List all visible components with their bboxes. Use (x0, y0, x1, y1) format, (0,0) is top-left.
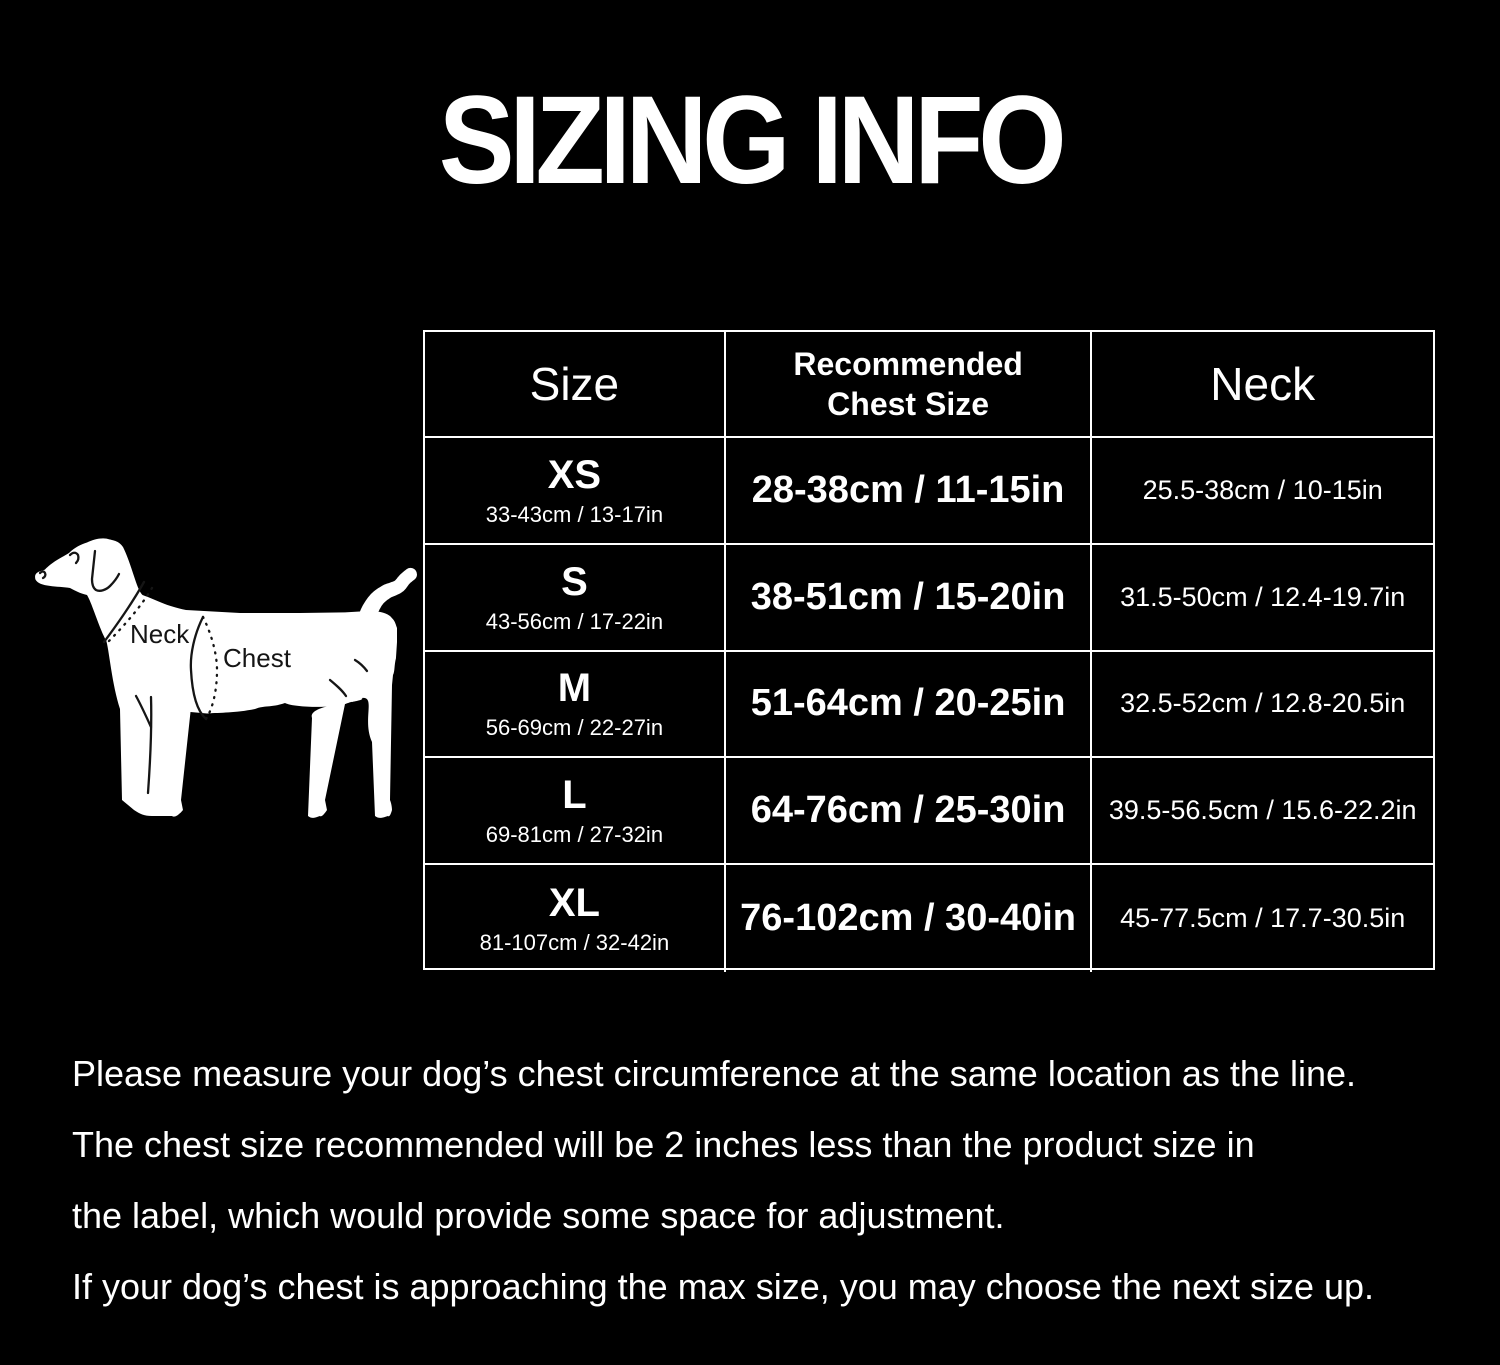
svg-text:Neck: Neck (130, 619, 190, 649)
svg-text:Chest: Chest (223, 643, 292, 673)
